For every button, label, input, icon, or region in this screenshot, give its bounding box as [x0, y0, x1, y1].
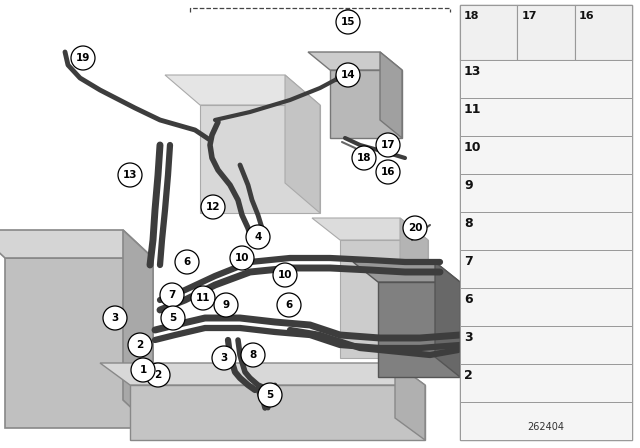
Text: 11: 11	[464, 103, 481, 116]
Text: 16: 16	[579, 11, 595, 21]
Text: 4: 4	[254, 232, 262, 242]
Circle shape	[352, 146, 376, 170]
Polygon shape	[123, 230, 153, 428]
Polygon shape	[340, 240, 428, 358]
Circle shape	[338, 10, 358, 30]
Bar	[460, 174, 632, 212]
Polygon shape	[400, 218, 428, 358]
Text: 9: 9	[464, 179, 472, 192]
Polygon shape	[353, 262, 460, 282]
Circle shape	[277, 293, 301, 317]
Text: 262404: 262404	[527, 422, 564, 432]
Circle shape	[118, 163, 142, 187]
Circle shape	[160, 283, 184, 307]
Polygon shape	[435, 262, 460, 377]
Polygon shape	[165, 75, 320, 105]
Text: 5: 5	[170, 313, 177, 323]
Polygon shape	[330, 70, 402, 138]
Text: 13: 13	[123, 170, 137, 180]
Text: 6: 6	[464, 293, 472, 306]
Polygon shape	[378, 282, 460, 377]
Text: 3: 3	[111, 313, 118, 323]
Bar	[460, 98, 632, 136]
Text: 6: 6	[184, 257, 191, 267]
Circle shape	[403, 216, 427, 240]
Text: 7: 7	[168, 290, 176, 300]
Circle shape	[273, 263, 297, 287]
Polygon shape	[100, 363, 425, 385]
Circle shape	[201, 195, 225, 219]
Text: 6: 6	[285, 300, 292, 310]
Bar	[460, 136, 632, 174]
Circle shape	[230, 246, 254, 270]
Circle shape	[336, 63, 360, 87]
Circle shape	[175, 250, 199, 274]
Text: 2: 2	[154, 370, 162, 380]
Bar	[460, 250, 632, 288]
Circle shape	[146, 363, 170, 387]
Circle shape	[241, 343, 265, 367]
Bar	[460, 60, 632, 98]
Bar	[460, 288, 632, 326]
Text: 15: 15	[340, 17, 355, 27]
Polygon shape	[308, 52, 402, 70]
Bar	[460, 5, 517, 60]
Text: 1: 1	[140, 365, 147, 375]
Circle shape	[376, 133, 400, 157]
Bar	[517, 5, 575, 60]
Text: 20: 20	[408, 223, 422, 233]
Bar	[460, 5, 632, 440]
Text: 13: 13	[464, 65, 481, 78]
Polygon shape	[200, 105, 320, 213]
Text: 8: 8	[250, 350, 257, 360]
Bar	[460, 364, 632, 402]
Polygon shape	[285, 75, 320, 213]
Circle shape	[191, 286, 215, 310]
Text: 2: 2	[464, 369, 473, 382]
Text: 17: 17	[381, 140, 396, 150]
Text: 11: 11	[196, 293, 211, 303]
Circle shape	[103, 306, 127, 330]
Circle shape	[161, 306, 185, 330]
Text: 10: 10	[464, 141, 481, 154]
Text: 16: 16	[381, 167, 396, 177]
Bar	[575, 5, 632, 60]
Circle shape	[131, 358, 155, 382]
Polygon shape	[312, 218, 428, 240]
Polygon shape	[0, 230, 153, 258]
Text: 18: 18	[356, 153, 371, 163]
Text: 7: 7	[464, 255, 473, 268]
Polygon shape	[130, 385, 425, 440]
Polygon shape	[5, 258, 153, 428]
Text: 14: 14	[340, 70, 355, 80]
Bar	[460, 326, 632, 364]
Circle shape	[258, 383, 282, 407]
Text: 12: 12	[205, 202, 220, 212]
Circle shape	[128, 333, 152, 357]
Polygon shape	[380, 52, 402, 138]
Text: 2: 2	[136, 340, 143, 350]
Text: 10: 10	[235, 253, 249, 263]
Text: 17: 17	[522, 11, 537, 21]
Text: 5: 5	[266, 390, 274, 400]
Text: 18: 18	[464, 11, 479, 21]
Circle shape	[212, 346, 236, 370]
Text: 8: 8	[464, 217, 472, 230]
Circle shape	[214, 293, 238, 317]
Circle shape	[336, 10, 360, 34]
Text: 3: 3	[220, 353, 228, 363]
Polygon shape	[395, 363, 425, 440]
Bar	[460, 212, 632, 250]
Text: 9: 9	[223, 300, 230, 310]
Text: 19: 19	[76, 53, 90, 63]
Text: 10: 10	[278, 270, 292, 280]
Circle shape	[246, 225, 270, 249]
Text: 3: 3	[464, 331, 472, 344]
Circle shape	[376, 160, 400, 184]
Circle shape	[71, 46, 95, 70]
Bar	[460, 402, 632, 440]
